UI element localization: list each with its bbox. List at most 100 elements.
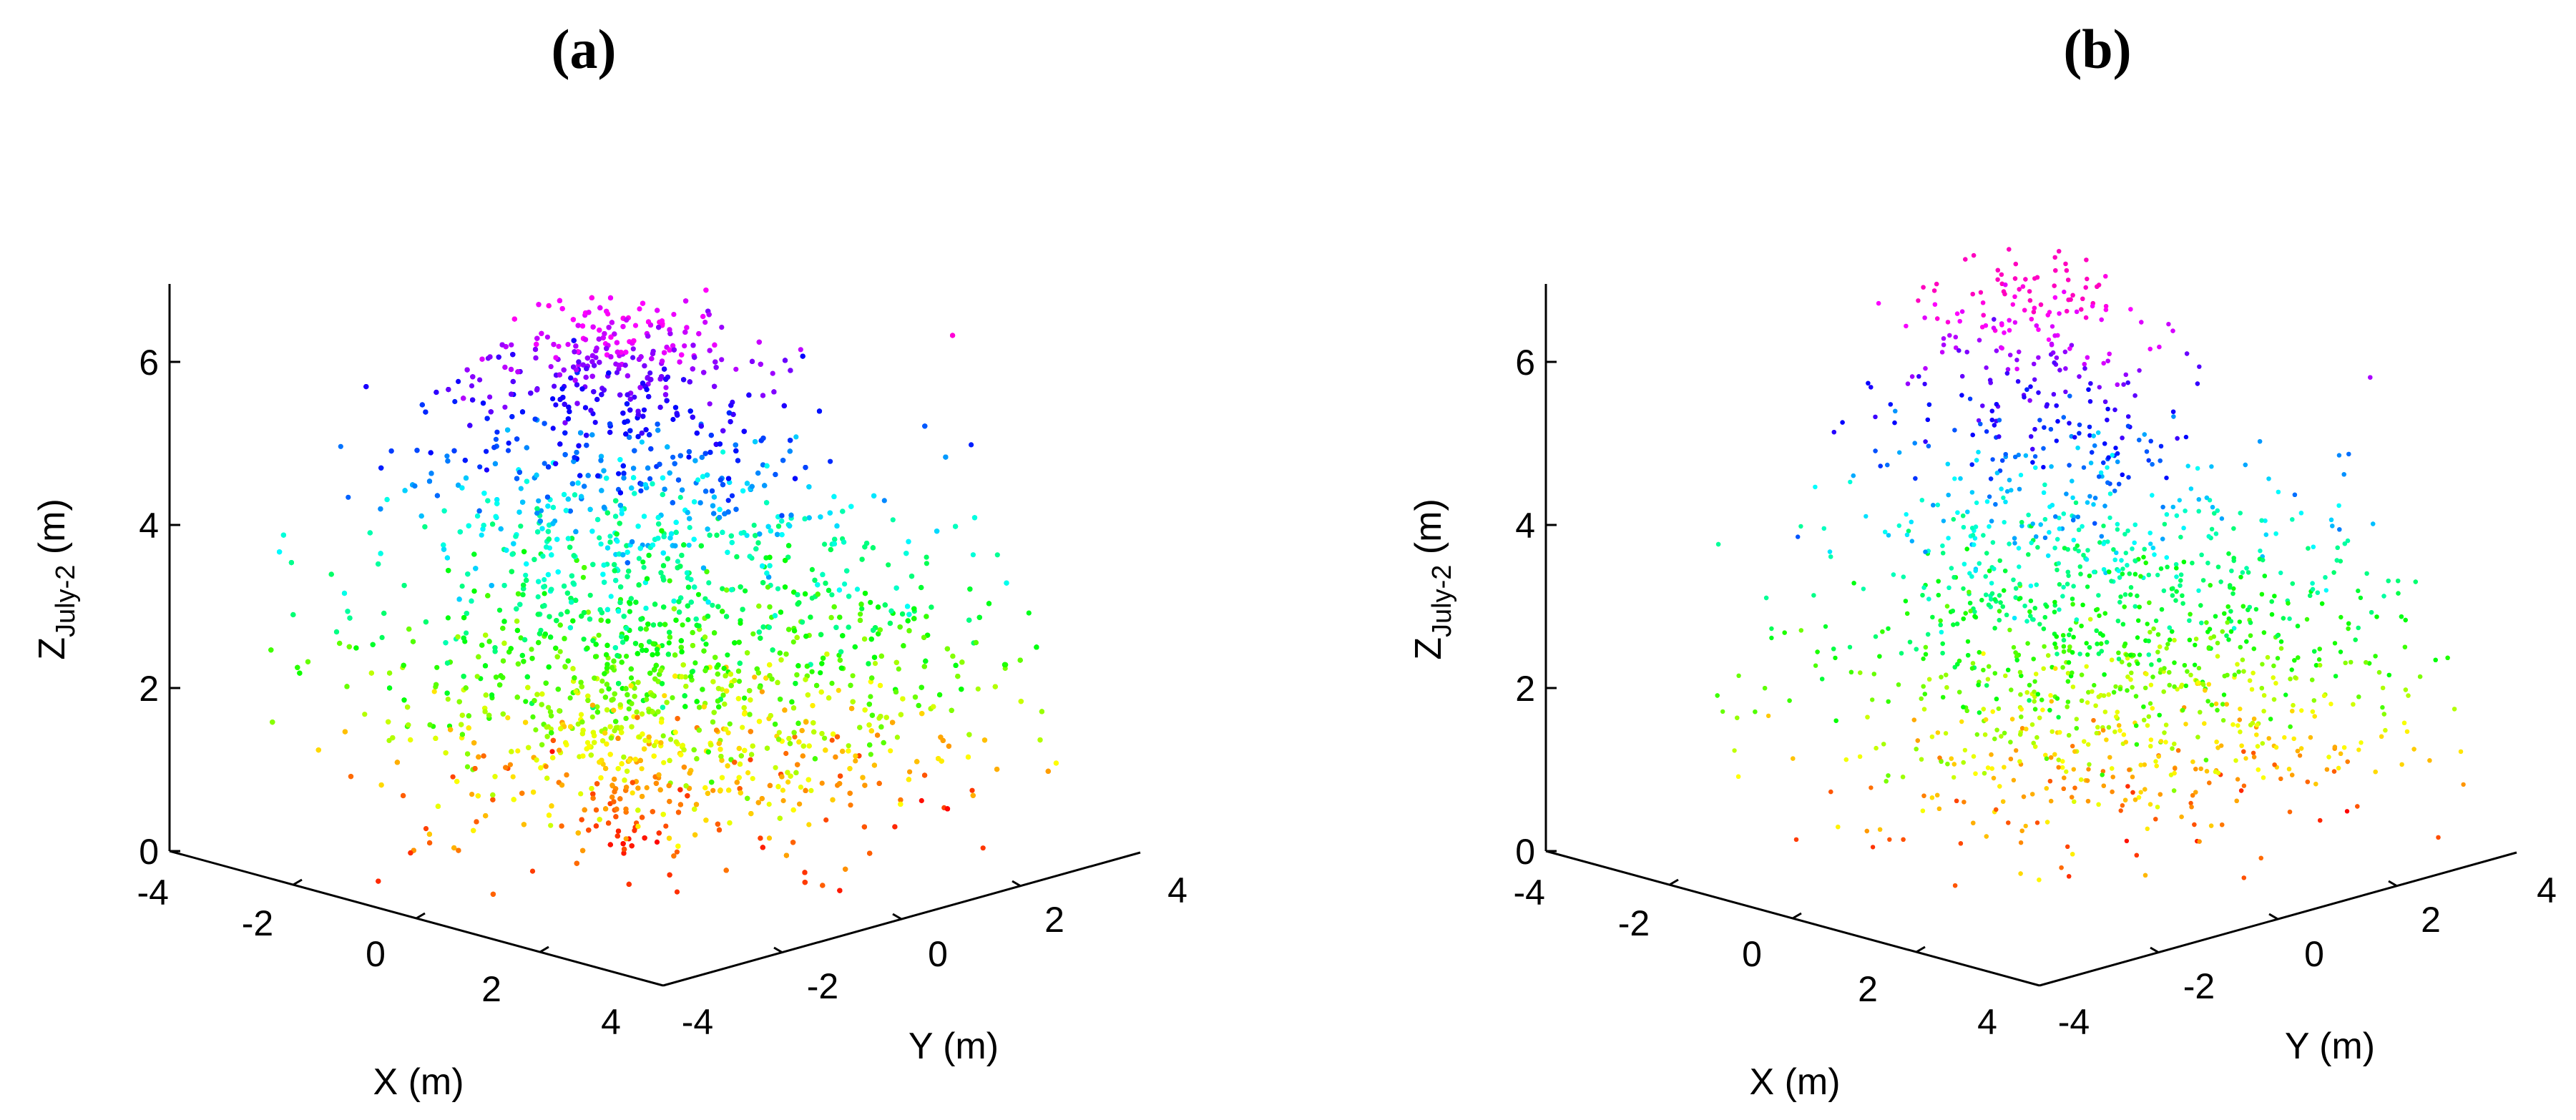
point-a [1026,610,1032,616]
point-a [487,394,493,400]
point-a [636,556,642,561]
point-a [581,637,587,642]
point-a [970,552,976,558]
point-a [575,721,581,727]
point-a [624,654,630,659]
point-a [798,785,803,790]
point-a [557,649,563,654]
point-a [544,334,551,340]
point-a [894,735,900,740]
point-a [550,426,556,431]
point-a [477,464,483,470]
point-a [793,434,799,440]
point-a [868,599,873,605]
point-a [725,498,731,503]
point-a [628,675,635,681]
point-a [587,592,593,598]
point-a [671,312,677,318]
point-a [556,343,562,349]
point-a [496,607,503,613]
point-a [379,634,385,641]
point-a [505,715,511,721]
point-a [338,443,343,449]
point-a [538,508,544,514]
point-a [702,320,708,325]
point-a [829,737,835,743]
point-a [773,765,778,770]
point-a [850,673,856,679]
point-a [822,735,828,741]
point-a [639,766,645,772]
point-a [565,342,571,348]
point-a [644,785,650,790]
point-a [640,559,646,565]
point-a [542,591,547,596]
point-a [695,591,702,597]
point-a [505,448,511,453]
point-a [614,539,620,544]
point-a [775,586,781,591]
point-a [842,581,848,587]
point-a [745,770,751,776]
point-a [515,748,521,754]
point-a [578,712,584,717]
point-a [719,325,725,330]
point-a [740,724,745,730]
point-a [548,363,554,370]
point-a [619,511,625,516]
point-a [494,429,500,435]
point-a [507,762,514,767]
point-a [818,670,823,676]
point-a [798,347,803,353]
point-a [510,774,516,780]
point-a [725,730,731,736]
point-a [853,758,858,764]
point-a [663,823,669,829]
panel-label-a: (a) [552,18,617,80]
point-a [632,323,639,328]
point-a [660,733,666,739]
point-a [535,594,541,600]
point-a [725,652,730,658]
point-a [780,797,786,804]
point-a [662,693,667,699]
point-a [823,817,829,823]
point-a [836,687,841,693]
point-a [752,674,758,680]
point-a [459,584,465,589]
point-a [896,666,901,672]
point-a [797,801,803,807]
point-a [469,792,475,797]
point-a [759,689,765,694]
point-a [464,630,469,636]
point-a [362,712,368,717]
point-a [474,674,480,679]
point-a [616,471,622,476]
point-a [445,697,451,702]
point-cloud-a [268,288,1059,897]
point-a [600,761,606,767]
point-a [607,534,613,539]
point-a [785,779,791,785]
point-a [469,383,475,389]
point-a [859,606,865,611]
point-a [719,357,725,363]
point-a [493,436,499,442]
point-a [598,541,604,547]
point-a [969,787,975,793]
point-a [626,706,632,712]
point-a [456,378,461,385]
point-a [431,689,437,694]
point-a [707,401,712,407]
point-a [809,669,815,674]
point-a [639,439,645,445]
point-a [637,306,642,312]
point-a [994,552,1000,558]
point-a [766,801,772,807]
point-a [924,561,929,566]
point-a [868,694,873,699]
point-a [685,617,691,623]
point-a [638,488,644,493]
point-a [542,576,547,583]
